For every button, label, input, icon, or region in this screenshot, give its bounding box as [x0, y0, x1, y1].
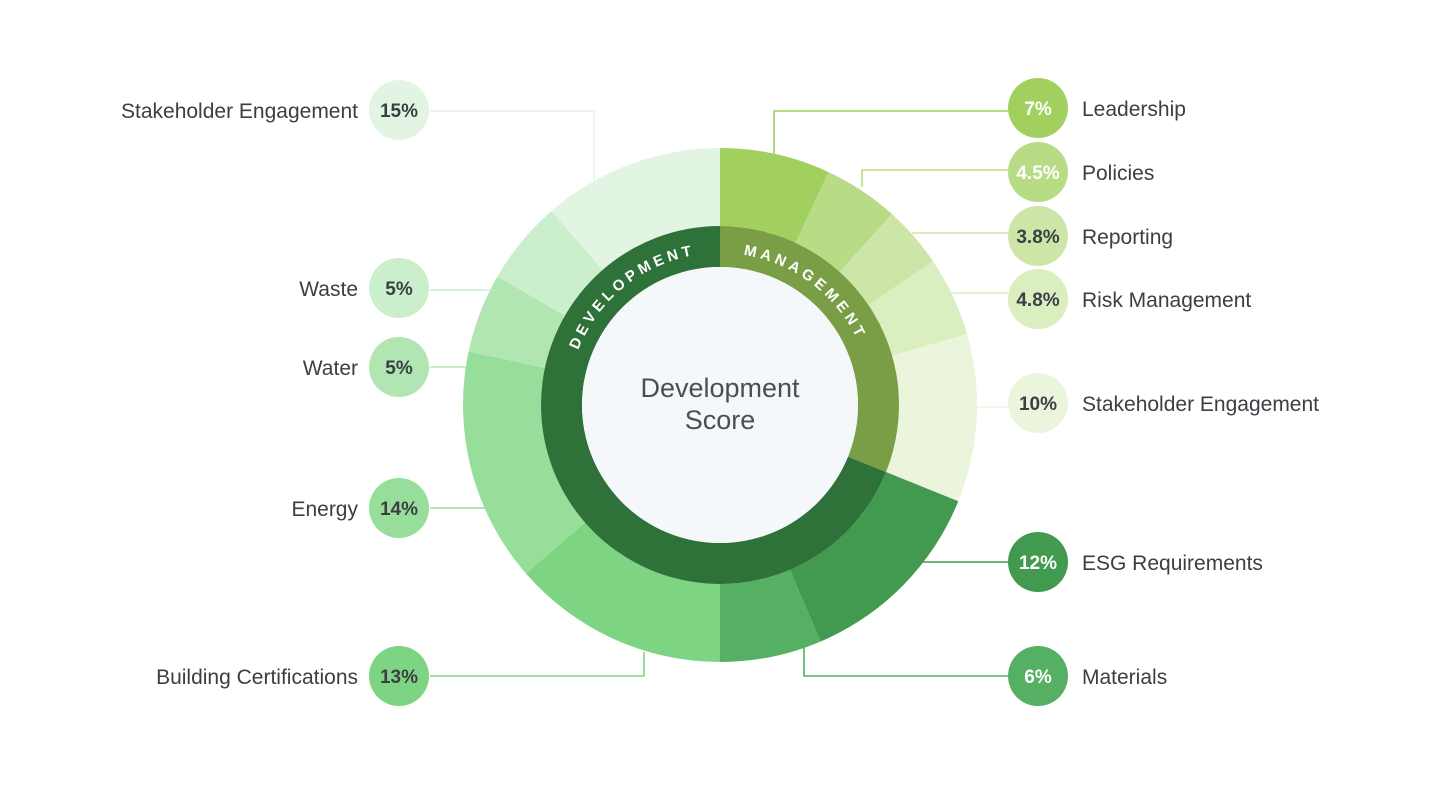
category-label-waste-10: Waste: [299, 278, 358, 301]
category-label-policies-1: Policies: [1082, 162, 1154, 185]
category-label-building-certifications-7: Building Certifications: [156, 666, 358, 689]
category-label-energy-8: Energy: [291, 498, 358, 521]
value-label-leadership-0: 7%: [1024, 99, 1052, 120]
value-label-waste-10: 5%: [385, 279, 413, 300]
outer-ring: [463, 148, 977, 662]
category-label-risk-management-3: Risk Management: [1082, 289, 1251, 312]
leader-line-stakeholder-engagement-11: [430, 110, 595, 180]
value-badge-energy-8: [369, 478, 429, 538]
category-label-water-9: Water: [303, 357, 358, 380]
value-badge-policies-1: [1008, 142, 1068, 202]
leader-line-materials-6: [803, 645, 1008, 677]
leader-lines: [430, 110, 1008, 677]
leader-line-building-certifications-7: [430, 652, 645, 677]
category-label-esg-requirements-5: ESG Requirements: [1082, 552, 1263, 575]
value-badge-materials-6: [1008, 646, 1068, 706]
segment-esg-requirements-5: [789, 472, 959, 642]
segment-risk-management-3: [868, 261, 968, 356]
segment-leadership-0: [720, 148, 829, 243]
category-label-stakeholder-engagement-4: Stakeholder Engagement: [1082, 393, 1319, 416]
value-label-water-9: 5%: [385, 358, 413, 379]
segment-water-9: [468, 276, 565, 368]
category-label-stakeholder-engagement-11: Stakeholder Engagement: [121, 100, 358, 123]
value-label-esg-requirements-5: 12%: [1019, 553, 1057, 574]
segment-stakeholder-engagement-11: [551, 148, 720, 270]
value-badge-esg-requirements-5: [1008, 532, 1068, 592]
segment-stakeholder-engagement-4: [885, 334, 977, 502]
value-label-materials-6: 6%: [1024, 667, 1052, 688]
leader-line-leadership-0: [773, 110, 1008, 157]
value-badge-stakeholder-engagement-11: [369, 80, 429, 140]
value-label-policies-1: 4.5%: [1016, 163, 1059, 184]
value-label-stakeholder-engagement-11: 15%: [380, 101, 418, 122]
value-badge-risk-management-3: [1008, 269, 1068, 329]
segment-policies-1: [795, 172, 892, 272]
category-label-materials-6: Materials: [1082, 666, 1167, 689]
center-title-line2: Score: [685, 405, 756, 435]
segment-reporting-2: [839, 214, 934, 305]
category-label-reporting-2: Reporting: [1082, 226, 1173, 249]
segment-materials-6: [720, 569, 821, 662]
value-badge-water-9: [369, 337, 429, 397]
center-title-line1: Development: [640, 373, 800, 403]
value-badge-reporting-2: [1008, 206, 1068, 266]
segment-energy-8: [463, 351, 585, 574]
callouts: 7% Leadership 4.5% Policies 3.8% Reporting 4.8…: [121, 78, 1319, 706]
segment-building-certifications-7: [526, 522, 720, 662]
value-label-building-certifications-7: 13%: [380, 667, 418, 688]
value-badge-leadership-0: [1008, 78, 1068, 138]
value-label-stakeholder-engagement-4: 10%: [1019, 394, 1057, 415]
inner-ring-segment-management: [720, 226, 899, 473]
value-label-reporting-2: 3.8%: [1016, 227, 1059, 248]
segment-waste-10: [497, 211, 603, 316]
leader-line-policies-1: [861, 169, 1008, 187]
value-label-risk-management-3: 4.8%: [1016, 290, 1059, 311]
center-disc: [582, 267, 858, 543]
inner-ring: [541, 226, 899, 584]
value-badge-stakeholder-engagement-4: [1008, 373, 1068, 433]
value-badge-building-certifications-7: [369, 646, 429, 706]
category-label-leadership-0: Leadership: [1082, 98, 1186, 121]
value-badge-waste-10: [369, 258, 429, 318]
value-label-energy-8: 14%: [380, 499, 418, 520]
